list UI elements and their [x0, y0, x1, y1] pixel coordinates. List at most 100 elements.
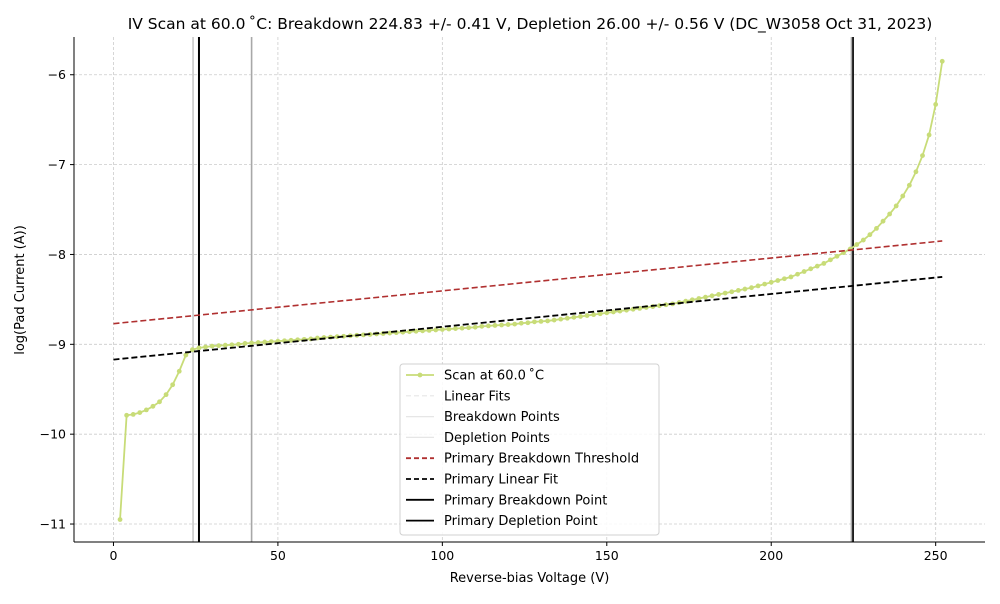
scan-data-point	[834, 253, 840, 259]
scan-data-point	[578, 314, 583, 319]
scan-data-point	[387, 330, 393, 336]
scan-data-point	[196, 345, 202, 351]
scan-data-point	[236, 341, 241, 347]
x-tick-label: 250	[924, 548, 948, 563]
x-tick-label: 50	[270, 548, 286, 563]
y-axis-label: log(Pad Current (A))	[13, 225, 28, 355]
legend-label: Breakdown Points	[444, 410, 560, 425]
legend-label: Scan at 60.0 ˚C	[444, 368, 544, 384]
scan-data-point	[255, 340, 261, 345]
scan-data-point	[880, 218, 886, 224]
scan-data-point	[775, 278, 781, 283]
scan-data-point	[610, 309, 616, 315]
scan-data-point	[157, 399, 162, 405]
scan-data-point	[137, 410, 143, 416]
legend: Scan at 60.0 ˚C Linear Fits Breakdown Poin…	[399, 363, 660, 536]
y-tick-label: −11	[40, 517, 66, 532]
scan-data-point	[518, 320, 524, 326]
scan-data-point	[696, 296, 702, 301]
scan-data-point	[755, 283, 761, 289]
x-axis-label: Reverse-bias Voltage (V)	[450, 571, 610, 586]
scan-data-point	[768, 279, 774, 285]
legend-label: Linear Fits	[444, 389, 511, 404]
scan-data-point	[893, 203, 899, 209]
scan-data-point	[183, 352, 189, 358]
scan-data-point	[551, 317, 557, 323]
scan-data-point	[130, 412, 136, 417]
legend-box	[399, 363, 660, 536]
scan-data-point	[795, 271, 800, 277]
scan-data-point	[749, 285, 754, 291]
scan-data-point	[742, 286, 748, 292]
legend-label: Primary Breakdown Point	[444, 493, 607, 508]
x-tick-label: 0	[109, 548, 117, 563]
scan-data-point	[505, 322, 511, 327]
scan-data-point	[854, 242, 860, 247]
scan-data-point	[781, 276, 787, 282]
scan-data-point	[249, 340, 254, 346]
scan-data-point	[117, 517, 123, 522]
scan-data-point	[926, 132, 932, 138]
scan-data-point	[426, 327, 432, 333]
legend-marker	[417, 372, 423, 378]
scan-data-point	[558, 316, 564, 322]
scan-data-point	[209, 343, 215, 349]
scan-data-point	[735, 287, 741, 293]
scan-data-point	[433, 327, 439, 333]
scan-data-point	[268, 339, 274, 345]
legend-label: Primary Linear Fit	[444, 473, 558, 488]
y-tick-label: −6	[48, 67, 66, 82]
scan-data-point	[762, 281, 768, 287]
scan-data-point	[124, 412, 130, 418]
scan-data-point	[689, 297, 695, 303]
chart-title: IV Scan at 60.0 ˚C: Breakdown 224.83 +/-…	[128, 15, 933, 34]
x-tick-label: 100	[430, 548, 454, 563]
scan-data-point	[439, 327, 445, 332]
scan-data-point	[453, 326, 458, 331]
scan-data-point	[485, 323, 491, 329]
scan-data-point	[545, 318, 550, 324]
scan-data-point	[584, 313, 590, 318]
scan-data-point	[722, 290, 728, 296]
scan-data-point	[472, 324, 478, 330]
scan-data-point	[150, 403, 156, 409]
scan-data-point	[176, 368, 182, 374]
scan-data-point	[887, 211, 893, 217]
y-tick-label: −8	[48, 247, 66, 262]
scan-data-point	[939, 58, 945, 64]
y-tick-label: −7	[48, 157, 66, 172]
scan-data-point	[814, 263, 820, 269]
scan-data-point	[492, 323, 498, 328]
y-tick-label: −10	[40, 427, 66, 442]
scan-data-point	[459, 325, 465, 331]
scan-data-point	[571, 314, 577, 320]
vertical-lines	[192, 37, 854, 542]
scan-data-point	[808, 266, 814, 272]
scan-data-point	[512, 321, 518, 327]
scan-data-point	[538, 318, 544, 324]
scan-data-point	[499, 322, 504, 328]
scan-data-point	[222, 342, 228, 348]
scan-data-point	[189, 347, 195, 353]
scan-data-point	[525, 320, 531, 326]
scan-data-point	[900, 193, 906, 199]
scan-data-point	[163, 392, 169, 398]
scan-data-point	[920, 153, 925, 159]
scan-data-point	[828, 257, 833, 263]
scan-data-point	[716, 292, 722, 297]
scan-data-point	[867, 232, 873, 238]
scan-data-point	[532, 319, 537, 325]
scan-data-point	[874, 225, 879, 231]
scan-data-point	[446, 326, 452, 332]
scan-data-point	[933, 101, 939, 107]
scan-data-point	[597, 311, 603, 317]
scan-data-point	[906, 182, 912, 188]
scan-data-point	[564, 315, 570, 321]
legend-label: Primary Depletion Point	[444, 514, 598, 529]
legend-label: Depletion Points	[444, 431, 550, 446]
scan-data-point	[262, 339, 268, 345]
scan-data-point	[703, 294, 708, 300]
scan-data-point	[821, 261, 827, 266]
